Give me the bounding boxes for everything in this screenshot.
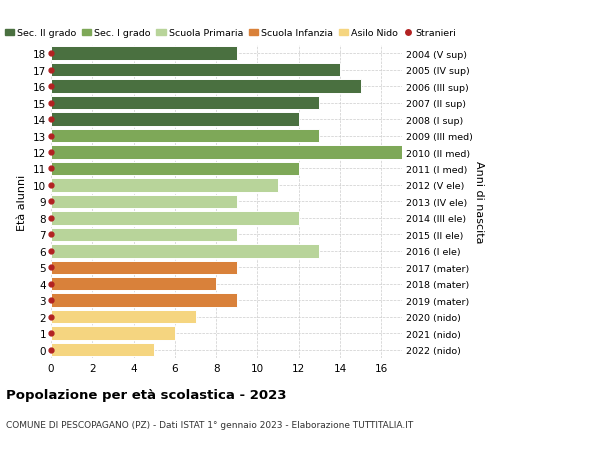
Bar — [51, 245, 319, 258]
Bar — [51, 64, 340, 77]
Bar — [51, 97, 319, 110]
Bar — [51, 343, 154, 357]
Bar — [51, 294, 237, 307]
Bar — [51, 80, 361, 94]
Bar — [51, 179, 278, 192]
Text: Popolazione per età scolastica - 2023: Popolazione per età scolastica - 2023 — [6, 388, 287, 401]
Bar — [51, 113, 299, 127]
Bar — [51, 129, 319, 143]
Bar — [51, 277, 216, 291]
Bar — [51, 47, 237, 61]
Bar — [51, 195, 237, 209]
Bar — [51, 327, 175, 340]
Bar — [51, 162, 299, 176]
Bar — [51, 310, 196, 324]
Text: COMUNE DI PESCOPAGANO (PZ) - Dati ISTAT 1° gennaio 2023 - Elaborazione TUTTITALI: COMUNE DI PESCOPAGANO (PZ) - Dati ISTAT … — [6, 420, 413, 429]
Bar — [51, 146, 402, 159]
Legend: Sec. II grado, Sec. I grado, Scuola Primaria, Scuola Infanzia, Asilo Nido, Stran: Sec. II grado, Sec. I grado, Scuola Prim… — [5, 29, 457, 38]
Bar — [51, 212, 299, 225]
Bar — [51, 228, 237, 241]
Bar — [51, 261, 237, 274]
Y-axis label: Anni di nascita: Anni di nascita — [474, 161, 484, 243]
Y-axis label: Età alunni: Età alunni — [17, 174, 28, 230]
